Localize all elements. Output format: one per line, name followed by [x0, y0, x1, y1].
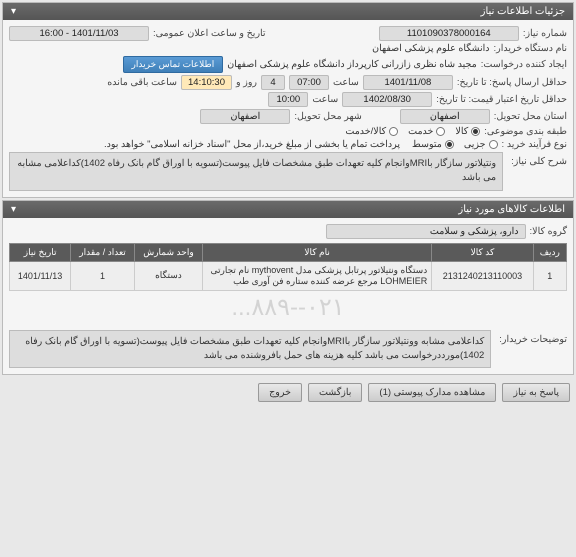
desc-label: شرح کلی نیاز: [511, 152, 567, 167]
goods-title: اطلاعات کالاهای مورد نیاز [458, 204, 565, 215]
details-panel: جزئیات اطلاعات نیاز ▾ شماره نیاز: 110109… [2, 2, 574, 198]
goods-header[interactable]: اطلاعات کالاهای مورد نیاز ▾ [3, 201, 573, 218]
deadline-label: حداقل ارسال پاسخ: تا تاریخ: [457, 77, 567, 88]
back-button[interactable]: بازگشت [308, 383, 362, 402]
collapse-icon[interactable]: ▾ [11, 204, 16, 215]
goods-panel: اطلاعات کالاهای مورد نیاز ▾ گروه کالا: د… [2, 200, 574, 376]
valid-time-label: ساعت [312, 94, 338, 105]
exit-button[interactable]: خروج [258, 383, 302, 402]
notes-label: توضیحات خریدار: [499, 330, 567, 345]
city-value: اصفهان [200, 109, 290, 124]
class-opt-goods[interactable]: کالا [455, 126, 480, 137]
buyer-value: دانشگاه علوم پزشکی اصفهان [372, 43, 489, 54]
details-body: شماره نیاز: 1101090378000164 تاریخ و ساع… [3, 20, 573, 197]
cell-date: 1401/11/13 [10, 261, 71, 290]
valid-label: حداقل تاریخ اعتبار قیمت: تا تاریخ: [436, 94, 567, 105]
announce-value: 1401/11/03 - 16:00 [9, 26, 149, 41]
table-header-row: ردیف کد کالا نام کالا واحد شمارش تعداد /… [10, 243, 567, 261]
contact-button[interactable]: اطلاعات تماس خریدار [123, 56, 224, 73]
days-value: 4 [261, 75, 285, 90]
col-qty: تعداد / مقدار [71, 243, 135, 261]
col-unit: واحد شمارش [134, 243, 202, 261]
table-watermark-row: ۰۲۱--۸۸۹... [10, 290, 567, 324]
notes-value: کداعلامی مشابه وونتیلاتور سازگار باMRIوا… [9, 330, 491, 369]
desc-value: ونتیلاتور سازگار باMRIوانجام کلیه تعهدات… [9, 152, 503, 191]
buytype-note: پرداخت تمام یا بخشی از مبلغ خرید،از محل … [104, 139, 400, 150]
buytype-radio-group: جزیی متوسط [412, 139, 498, 150]
reply-button[interactable]: پاسخ به نیاز [502, 383, 570, 402]
goods-body: گروه کالا: دارو، پزشکی و سلامت ردیف کد ک… [3, 218, 573, 375]
attachments-button[interactable]: مشاهده مدارک پیوستی (1) [368, 383, 496, 402]
table-row[interactable]: 1 2131240213110003 دستگاه ونتیلاتور پرتا… [10, 261, 567, 290]
buyer-label: نام دستگاه خریدار: [494, 43, 568, 54]
cell-name: دستگاه ونتیلاتور پرتابل پزشکی مدل mythov… [203, 261, 432, 290]
buytype-label: نوع فرآیند خرید : [502, 139, 567, 150]
buytype-opt-minor[interactable]: جزیی [464, 139, 498, 150]
col-date: تاریخ نیاز [10, 243, 71, 261]
need-no-value: 1101090378000164 [379, 26, 519, 41]
collapse-icon[interactable]: ▾ [11, 6, 16, 17]
class-radio-group: کالا خدمت کالا/خدمت [345, 126, 480, 137]
details-header[interactable]: جزئیات اطلاعات نیاز ▾ [3, 3, 573, 20]
group-value: دارو، پزشکی و سلامت [326, 224, 526, 239]
days-label: روز و [236, 77, 257, 88]
buytype-opt-medium[interactable]: متوسط [412, 139, 454, 150]
deadline-date: 1401/11/08 [363, 75, 453, 90]
col-idx: ردیف [533, 243, 566, 261]
panel-title: جزئیات اطلاعات نیاز [481, 6, 565, 17]
city-label: شهر محل تحویل: [294, 111, 361, 122]
class-label: طبقه بندی موضوعی: [484, 126, 567, 137]
deadline-time-label: ساعت [333, 77, 359, 88]
group-label: گروه کالا: [530, 226, 567, 237]
col-name: نام کالا [203, 243, 432, 261]
footer-buttons: پاسخ به نیاز مشاهده مدارک پیوستی (1) باز… [0, 377, 576, 408]
announce-label: تاریخ و ساعت اعلان عمومی: [153, 28, 266, 39]
loc-label: استان محل تحویل: [494, 111, 567, 122]
requester-value: مجید شاه نظری زازرانی کارپرداز دانشگاه ع… [227, 59, 477, 70]
class-opt-both[interactable]: کالا/خدمت [345, 126, 398, 137]
cell-unit: دستگاه [134, 261, 202, 290]
requester-label: ایجاد کننده درخواست: [481, 59, 567, 70]
loc-value: اصفهان [400, 109, 490, 124]
col-code: کد کالا [432, 243, 533, 261]
valid-time: 10:00 [268, 92, 308, 107]
watermark-text: ۰۲۱--۸۸۹... [231, 294, 344, 321]
class-opt-service[interactable]: خدمت [408, 126, 445, 137]
goods-table: ردیف کد کالا نام کالا واحد شمارش تعداد /… [9, 243, 567, 324]
need-no-label: شماره نیاز: [523, 28, 567, 39]
deadline-time: 07:00 [289, 75, 329, 90]
remain-label: ساعت باقی مانده [107, 77, 177, 88]
cell-qty: 1 [71, 261, 135, 290]
valid-date: 1402/08/30 [342, 92, 432, 107]
remain-time: 14:10:30 [181, 75, 232, 90]
cell-idx: 1 [533, 261, 566, 290]
cell-code: 2131240213110003 [432, 261, 533, 290]
